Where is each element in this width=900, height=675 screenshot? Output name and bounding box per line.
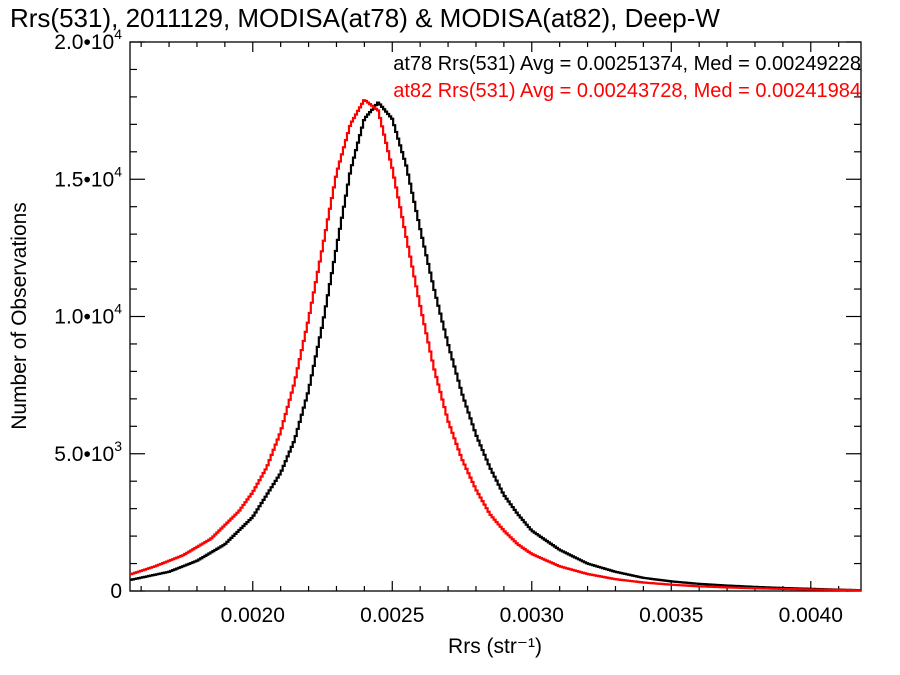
y-tick-label: 1.5•104	[54, 163, 122, 191]
y-tick-label: 5.0•103	[54, 438, 122, 466]
plot-area: 0.0020 0.0025 0.0030 0.0035 0.0040 0 5.0•103 1.…	[54, 26, 862, 627]
x-tick-label: 0.0040	[779, 604, 843, 627]
y-axis-label: Number of Observations	[8, 202, 31, 430]
x-tick-label: 0.0025	[360, 604, 424, 627]
series-line-at78	[130, 101, 861, 592]
y-tick-exponent: 4	[114, 301, 122, 317]
legend-entry-at82: at82 Rrs(531) Avg = 0.00243728, Med = 0.…	[393, 80, 861, 102]
axes: 0.0020 0.0025 0.0030 0.0035 0.0040 0 5.0•103 1.…	[54, 26, 861, 627]
x-tick-label: 0.0030	[500, 604, 564, 627]
legend: at78 Rrs(531) Avg = 0.00251374, Med = 0.…	[393, 53, 861, 102]
y-tick-exponent: 4	[114, 26, 122, 42]
y-tick-exponent: 4	[114, 163, 122, 179]
series-layer	[130, 99, 861, 592]
y-tick-mantissa: 1.0•10	[54, 306, 114, 329]
y-tick-label: 2.0•104	[54, 26, 122, 54]
y-tick-mantissa: 0	[110, 580, 122, 603]
y-tick-mantissa: 1.5•10	[54, 168, 114, 191]
y-tick-label: 1.0•104	[54, 301, 122, 329]
x-tick-label: 0.0020	[221, 604, 285, 627]
chart-title: Rrs(531), 2011129, MODISA(at78) & MODISA…	[10, 3, 720, 33]
y-tick-label: 0	[110, 580, 122, 603]
x-axis-label: Rrs (str⁻¹)	[448, 635, 542, 658]
legend-entry-at78: at78 Rrs(531) Avg = 0.00251374, Med = 0.…	[393, 53, 861, 75]
y-tick-exponent: 3	[114, 438, 122, 454]
y-tick-mantissa: 2.0•10	[54, 31, 114, 54]
y-tick-mantissa: 5.0•10	[54, 443, 114, 466]
series-line-at82	[130, 99, 861, 592]
x-tick-label: 0.0035	[639, 604, 703, 627]
